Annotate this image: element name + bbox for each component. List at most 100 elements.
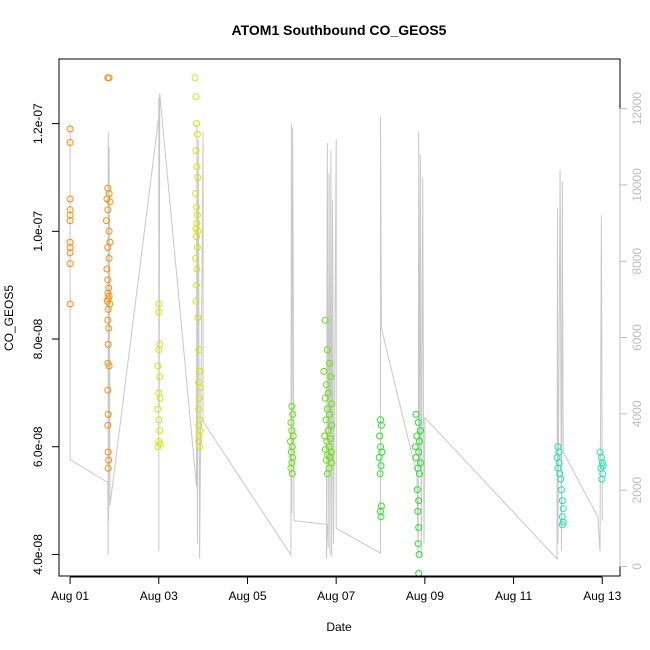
data-point xyxy=(554,443,562,451)
data-point xyxy=(104,244,112,251)
data-point xyxy=(155,300,163,308)
data-point xyxy=(414,507,422,515)
data-point xyxy=(192,147,200,155)
y-axis-title: CO_GEOS5 xyxy=(2,285,16,351)
x-tick-label: Aug 03 xyxy=(140,589,178,603)
data-point xyxy=(155,308,163,316)
data-point xyxy=(196,367,204,375)
data-point xyxy=(377,462,385,470)
data-point xyxy=(558,513,566,521)
data-point xyxy=(104,464,112,472)
data-point xyxy=(196,443,204,451)
data-point xyxy=(415,524,423,531)
altitude-trace xyxy=(69,93,603,561)
y2-tick-label: 6000 xyxy=(630,324,644,351)
x-tick-label: Aug 07 xyxy=(317,589,355,603)
y-tick-label: 1.2e-07 xyxy=(31,103,45,144)
data-point xyxy=(154,362,162,370)
data-point xyxy=(323,470,331,478)
data-point xyxy=(103,265,111,273)
data-point xyxy=(377,513,385,521)
data-point xyxy=(105,254,113,262)
data-point xyxy=(156,427,164,435)
data-point xyxy=(196,384,204,391)
data-point xyxy=(327,373,335,381)
data-point xyxy=(324,389,332,397)
data-point xyxy=(324,427,332,435)
data-point xyxy=(288,470,296,478)
x-tick-label: Aug 09 xyxy=(406,589,444,603)
data-point xyxy=(326,359,333,367)
data-point xyxy=(193,163,201,171)
data-point xyxy=(414,540,422,548)
data-point xyxy=(104,386,112,394)
data-point xyxy=(288,402,296,410)
data-point xyxy=(558,521,566,529)
data-point xyxy=(559,505,567,513)
data-point xyxy=(104,410,112,418)
data-point xyxy=(328,400,336,408)
data-point xyxy=(104,276,112,284)
data-point xyxy=(413,432,421,440)
x-tick-label: Aug 11 xyxy=(495,589,532,603)
data-point xyxy=(289,432,297,440)
data-point xyxy=(66,195,74,203)
data-point xyxy=(377,507,384,515)
data-point xyxy=(416,470,423,478)
data-point xyxy=(104,305,112,313)
y-tick-label: 1.0e-07 xyxy=(31,211,45,252)
data-point xyxy=(66,217,74,225)
data-points xyxy=(66,74,607,577)
data-point xyxy=(191,74,199,82)
data-point xyxy=(103,217,110,225)
data-point xyxy=(326,410,333,418)
data-point xyxy=(155,346,163,354)
x-axis-title: Date xyxy=(326,620,352,634)
data-point xyxy=(412,410,420,418)
data-point xyxy=(66,249,74,257)
data-point xyxy=(328,421,336,429)
data-point xyxy=(323,346,331,354)
data-point xyxy=(414,419,422,426)
x-tick-label: Aug 13 xyxy=(583,589,621,603)
data-point xyxy=(154,443,162,451)
data-point xyxy=(195,405,203,413)
y-tick-label: 4.0e-08 xyxy=(31,534,45,575)
data-point xyxy=(321,316,329,324)
data-point xyxy=(415,497,423,505)
data-point xyxy=(193,219,201,227)
data-point xyxy=(322,456,330,464)
chart-title: ATOM1 Southbound CO_GEOS5 xyxy=(232,22,447,38)
data-point xyxy=(192,190,200,198)
data-point xyxy=(195,346,203,354)
data-point xyxy=(106,198,114,206)
data-point xyxy=(416,459,424,467)
data-point xyxy=(557,475,565,483)
y-axis: 4.0e-08 6.0e-08 8.0e-08 1.0e-07 1.2e-07 xyxy=(31,103,60,575)
data-point xyxy=(558,497,566,505)
data-point xyxy=(322,381,330,389)
x-axis: Aug 01 Aug 03 Aug 05 Aug 07 Aug 09 Aug 11 Aug … xyxy=(51,576,622,603)
data-point xyxy=(378,448,386,456)
data-point xyxy=(104,316,112,324)
data-point xyxy=(104,206,112,214)
data-point xyxy=(416,427,424,435)
data-point xyxy=(320,367,328,375)
data-point xyxy=(193,244,201,251)
y2-tick-label: 4000 xyxy=(630,400,644,427)
data-point xyxy=(193,211,201,219)
data-point xyxy=(194,174,202,181)
data-point xyxy=(156,373,164,381)
data-point xyxy=(192,297,200,305)
data-point xyxy=(288,443,296,451)
data-point xyxy=(322,416,330,424)
data-point xyxy=(66,139,74,146)
data-point xyxy=(104,448,112,456)
data-point xyxy=(193,233,200,241)
data-point xyxy=(413,486,421,494)
y2-tick-label: 10000 xyxy=(630,168,644,202)
data-point xyxy=(193,130,201,138)
x-tick-label: Aug 05 xyxy=(228,589,266,603)
data-point xyxy=(415,448,423,456)
data-point xyxy=(376,432,384,440)
